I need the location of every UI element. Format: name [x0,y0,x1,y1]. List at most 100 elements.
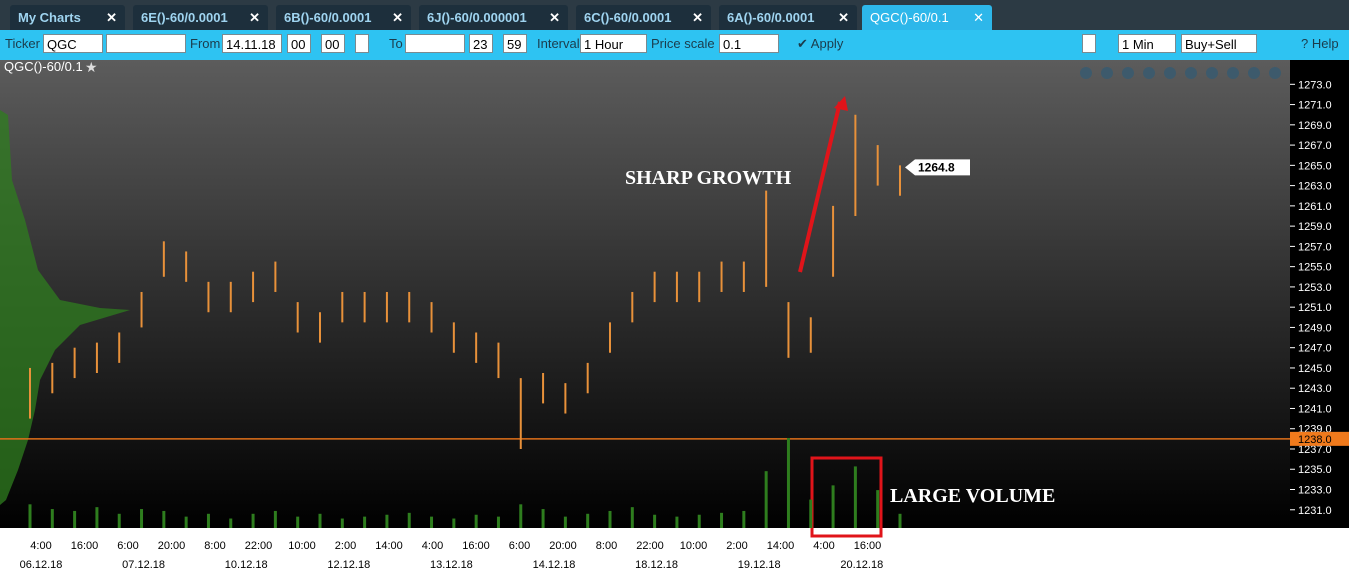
from-date[interactable]: 14.11.18 [222,34,282,53]
from-min[interactable]: 00 [321,34,345,53]
volume-bar [853,466,857,528]
volume-bar [184,516,188,528]
tab[interactable]: 6B()-60/0.0001 ✕ [276,5,411,30]
volume-bar [474,514,478,528]
y-tick-label: 1249.0 [1298,322,1332,334]
x-tick-label: 6:00 [117,540,138,552]
tab-label: My Charts [18,10,81,25]
x-tick-label: 4:00 [422,540,443,552]
volume-bar [653,514,657,528]
tab[interactable]: 6C()-60/0.0001 ✕ [576,5,711,30]
volume-bar [229,518,233,528]
volume-bar [385,514,389,528]
date-label: 20.12.18 [840,559,883,571]
volume-bar [50,509,54,528]
tab[interactable]: 6E()-60/0.0001 ✕ [133,5,268,30]
volume-bar [363,516,367,528]
chart-icons [1080,67,1281,79]
tab[interactable]: My Charts ✕ [10,5,125,30]
favorite-icon[interactable]: ★ [85,60,98,75]
volume-bar [140,509,144,528]
tab-label: 6B()-60/0.0001 [284,10,372,25]
volume-bar [496,516,500,528]
volume-bar [28,504,32,528]
price-tag: 1264.8 [918,160,955,174]
checkbox[interactable] [1082,34,1096,53]
tab-label: 6A()-60/0.0001 [727,10,815,25]
volume-bar [697,514,701,528]
tab[interactable]: 6J()-60/0.000001 ✕ [419,5,568,30]
volume-bar [831,485,835,528]
arrow [798,101,842,273]
y-tick-label: 1257.0 [1298,241,1332,253]
volume-bar [764,471,768,528]
y-tick-label: 1255.0 [1298,262,1332,274]
arrow-head [834,96,848,111]
y-tick-label: 1263.0 [1298,181,1332,193]
volume-bar [586,513,590,528]
label: From [190,36,221,51]
y-tick-label: 1269.0 [1298,120,1332,132]
label: Ticker [5,36,40,51]
interval-select[interactable]: 1 Hour [580,34,647,53]
to-min[interactable]: 59 [503,34,527,53]
volume-bar [608,510,612,528]
x-tick-label: 22:00 [245,540,273,552]
x-tick-label: 2:00 [726,540,747,552]
label: Price scale [651,36,715,51]
plot-bg [0,60,1290,528]
y-tick-label: 1235.0 [1298,464,1332,476]
help-button[interactable]: ? Help [1301,36,1339,51]
y-tick-label: 1261.0 [1298,201,1332,213]
volume-profile [0,110,130,505]
x-tick-label: 22:00 [636,540,664,552]
date-label: 06.12.18 [20,559,63,571]
tab-bar: My Charts ✕ 6E()-60/0.0001 ✕ 6B()-60/0.000… [0,0,1349,30]
ticker-select[interactable] [106,34,186,53]
to-date[interactable] [405,34,465,53]
x-tick-label: 10:00 [288,540,316,552]
date-label: 07.12.18 [122,559,165,571]
price-scale-input[interactable]: 0.1 [719,34,779,53]
from-hour[interactable]: 00 [287,34,311,53]
annotation: SHARP GROWTH [625,167,792,189]
ticker-input[interactable]: QGC [43,34,103,53]
x-tick-label: 20:00 [158,540,186,552]
timeframe-select[interactable]: 1 Min [1118,34,1176,53]
volume-bar [296,516,300,528]
y-tick-label: 1251.0 [1298,302,1332,314]
tab-active[interactable]: QGC()-60/0.1 ✕ [862,5,992,30]
tab-label: 6E()-60/0.0001 [141,10,228,25]
help-label: Help [1311,36,1339,51]
label: Interval [537,36,580,51]
date-label: 18.12.18 [635,559,678,571]
volume-bar [73,510,77,528]
y-tick-label: 1233.0 [1298,485,1332,497]
volume-bar [206,513,210,528]
chart-title: QGC()-60/0.1 [4,60,83,74]
volume-bar [675,516,679,528]
y-tick-label: 1259.0 [1298,221,1332,233]
volume-bar [251,513,255,528]
to-hour[interactable]: 23 [469,34,493,53]
tab[interactable]: 6A()-60/0.0001 ✕ [719,5,857,30]
x-tick-label: 20:00 [549,540,577,552]
side-select[interactable]: Buy+Sell [1181,34,1257,53]
volume-bar [519,504,523,528]
date-label: 14.12.18 [533,559,576,571]
y-tick-label: 1273.0 [1298,79,1332,91]
x-tick-label: 16:00 [462,540,490,552]
checkbox[interactable] [355,34,369,53]
y-tick-label: 1253.0 [1298,282,1332,294]
y-tick-label: 1237.0 [1298,444,1332,456]
chart: QGC()-60/0.1 ★ SHARP GROWTH LARGE VOLUME… [0,60,1349,578]
x-tick-label: 2:00 [335,540,356,552]
tab-label: 6C()-60/0.0001 [584,10,672,25]
apply-button[interactable]: ✔ Apply [797,36,844,51]
x-tick-label: 14:00 [767,540,795,552]
volume-bar [742,510,746,528]
x-tick-label: 4:00 [30,540,51,552]
x-tick-label: 4:00 [813,540,834,552]
x-tick-label: 6:00 [509,540,530,552]
